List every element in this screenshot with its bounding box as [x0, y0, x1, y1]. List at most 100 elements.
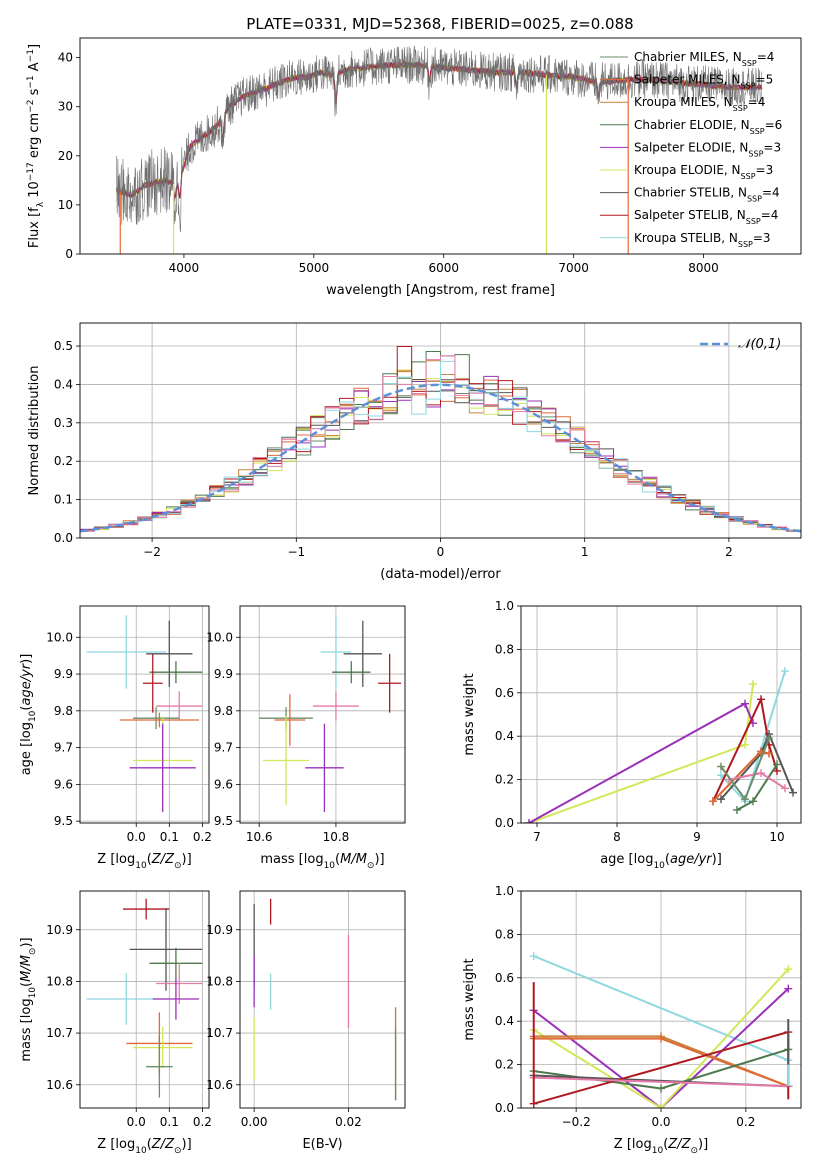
axes-frame: [520, 890, 802, 1109]
y-tick-label: 10.7: [46, 1026, 73, 1040]
panel-age_vs_mass: 10.6 10.8 9.5 9.6 9.7 9.8 9.9 10.0 mass [log10(M…: [206, 605, 406, 871]
figure-title: PLATE=0331, MJD=52368, FIBERID=0025, z=0…: [246, 15, 633, 33]
weight-lines: [525, 667, 797, 823]
errorbars: [86, 615, 203, 812]
x-tick-label: 0.1: [160, 830, 179, 844]
x-axis-label: Z [log10(Z/Z⊙)]: [614, 1137, 708, 1156]
y-tick-label: 9.6: [214, 777, 233, 791]
y-axis-label: mass weight: [462, 958, 477, 1040]
panel-age_vs_Z: 0.0 0.1 0.2 9.5 9.6 9.7 9.8 9.9 10.0 Z [log10(Z/Z…: [19, 605, 212, 871]
y-tick-label: 10.6: [206, 1078, 233, 1092]
y-tick-label: 0.4: [495, 1014, 514, 1028]
y-tick-label: 10.9: [46, 923, 73, 937]
x-tick-label: 1: [581, 545, 589, 559]
y-tick-label: 0.4: [54, 377, 73, 391]
x-axis-label: Z [log10(Z/Z⊙)]: [97, 852, 191, 871]
y-tick-label: 0.6: [495, 971, 514, 985]
y-tick-label: 1.0: [495, 884, 514, 898]
x-tick-label: 0.1: [160, 1115, 179, 1129]
panel-spectrum: 4000 5000 6000 7000 8000 0 10 20 30 40 wavelength …: [26, 37, 802, 298]
x-tick-label: 10.6: [246, 830, 273, 844]
point-marker: [765, 749, 773, 758]
point-marker: [784, 984, 793, 993]
point-marker: [657, 1104, 665, 1108]
axes-frame: [239, 890, 406, 1109]
y-tick-label: 0.2: [54, 454, 73, 468]
observed-spectrum: [116, 45, 763, 233]
x-tick-label: 8000: [688, 261, 719, 275]
point-marker: [529, 952, 538, 961]
x-tick-label: 0.0: [127, 1115, 146, 1129]
y-tick-label: 0.3: [54, 416, 73, 430]
panel-mass_vs_Z: 0.0 0.1 0.2 10.6 10.7 10.8 10.9 Z [log10(Z/Z⊙)]…: [19, 890, 212, 1156]
x-tick-label: 9: [693, 830, 701, 844]
panel-mass_weight_vs_age: 7 8 9 10 0.0 0.2 0.4 0.6 0.8 1.0 age [log10(age/yr…: [462, 599, 802, 871]
point-marker: [784, 965, 793, 974]
x-tick-label: 0.00: [241, 1115, 268, 1129]
legend-label: Salpeter MILES, NSSP=5: [634, 73, 773, 91]
x-axis-label: wavelength [Angstrom, rest frame]: [326, 283, 555, 298]
y-tick-label: 0: [65, 247, 73, 261]
axes-frame: [79, 890, 210, 1109]
panel-mass_weight_vs_Z: −0.2 0.0 0.2 0.0 0.2 0.4 0.6 0.8 1.0 Z [log10(Z/Z…: [462, 884, 802, 1156]
axes-frame: [79, 322, 802, 539]
y-tick-label: 10.6: [46, 1078, 73, 1092]
y-tick-label: 0.0: [495, 1101, 514, 1115]
y-tick-label: 0.5: [54, 339, 73, 353]
legend-label: Kroupa ELODIE, NSSP=3: [634, 163, 773, 181]
point-marker: [709, 797, 717, 806]
y-tick-label: 0.2: [495, 1058, 514, 1072]
legend-label: Chabrier MILES, NSSP=4: [634, 50, 774, 68]
series-line: [533, 1031, 789, 1105]
series-line: [528, 702, 754, 823]
y-tick-label: 9.7: [54, 741, 73, 755]
y-tick-label: 9.5: [214, 814, 233, 828]
point-marker: [525, 819, 533, 823]
y-tick-label: 10.0: [206, 630, 233, 644]
series-line: [533, 1076, 789, 1088]
x-tick-label: 8: [613, 830, 621, 844]
point-marker: [773, 760, 781, 769]
point-marker: [717, 771, 725, 780]
y-tick-label: 10.8: [206, 974, 233, 988]
errorbars: [259, 615, 402, 812]
x-tick-label: 10.8: [323, 830, 350, 844]
y-tick-label: 20: [58, 149, 73, 163]
x-tick-label: −2: [143, 545, 161, 559]
x-tick-label: 10: [769, 830, 784, 844]
x-tick-label: 0.2: [193, 1115, 212, 1129]
y-tick-label: 9.6: [54, 777, 73, 791]
y-tick-label: 0.2: [495, 773, 514, 787]
panel-mass_vs_ebv: 0.00 0.02 10.6 10.7 10.8 10.9 E(B-V): [206, 890, 406, 1152]
x-tick-label: 0.0: [651, 1115, 670, 1129]
x-axis-label: age [log10(age/yr)]: [600, 852, 722, 871]
x-axis-label: Z [log10(Z/Z⊙)]: [97, 1137, 191, 1156]
point-marker: [781, 784, 789, 793]
y-axis-label: Flux [fλ 10−17 erg cm−2 s−1 A−1]: [26, 44, 46, 248]
y-axis-label: age [log10(age/yr)]: [19, 654, 38, 776]
point-marker: [741, 795, 749, 804]
y-tick-label: 10.9: [206, 923, 233, 937]
x-tick-label: 7: [533, 830, 541, 844]
point-marker: [781, 667, 789, 676]
y-tick-label: 9.5: [54, 814, 73, 828]
series-line: [528, 683, 754, 823]
errorbars: [253, 898, 397, 1101]
panel-residual_hist: −2 −1 0 1 2 0.0 0.1 0.2 0.3 0.4 0.5 (data-model)/er…: [27, 322, 802, 582]
point-marker: [789, 788, 797, 797]
x-tick-label: −1: [287, 545, 305, 559]
histograms: [80, 346, 801, 538]
y-tick-label: 9.8: [54, 704, 73, 718]
x-tick-label: 0.02: [335, 1115, 362, 1129]
legend-label: Kroupa MILES, NSSP=4: [634, 95, 765, 113]
legend-label: Kroupa STELIB, NSSP=3: [634, 231, 771, 249]
point-marker: [749, 797, 757, 806]
point-marker: [749, 680, 757, 689]
x-axis-label: (data-model)/error: [380, 567, 501, 582]
point-marker: [765, 734, 773, 743]
normal-curve: [80, 383, 801, 533]
spectrum-legend: Chabrier MILES, NSSP=4 Salpeter MILES, NS…: [600, 50, 782, 248]
legend-label: 𝒩(0,1): [738, 337, 781, 352]
point-marker: [741, 699, 749, 708]
